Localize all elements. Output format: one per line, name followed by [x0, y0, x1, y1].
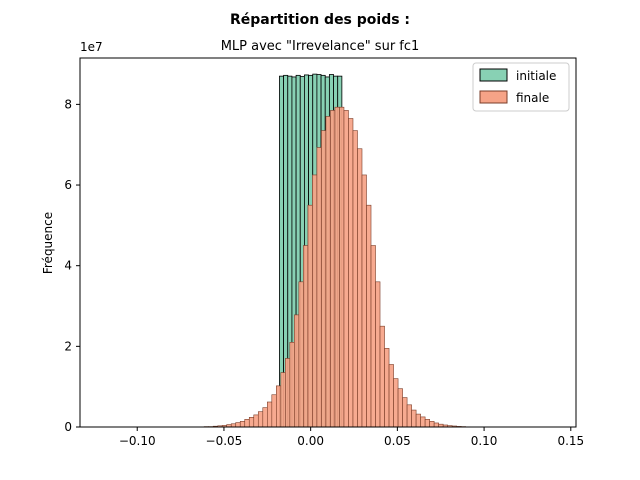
y-tick-label-2: 4 [64, 259, 72, 273]
x-tick-label-2: 0.00 [297, 434, 324, 448]
bar-finale-46 [312, 174, 318, 428]
bar-finale-33 [253, 414, 259, 428]
bar-finale-57 [361, 174, 367, 428]
bar-finale-48 [321, 130, 327, 428]
bar-finale-52 [339, 106, 345, 428]
bar-finale-72 [429, 421, 435, 428]
bar-finale-32 [248, 417, 255, 428]
legend-label-initiale: initiale [516, 69, 556, 83]
bar-finale-61 [379, 325, 385, 428]
bar-finale-62 [384, 348, 390, 428]
bar-finale-55 [352, 130, 358, 428]
x-tick-label-1: −0.05 [206, 434, 243, 448]
y-offset-label: 1e7 [80, 40, 103, 54]
bar-finale-73 [433, 422, 439, 428]
bar-finale-42 [294, 314, 300, 428]
bar-finale-31 [244, 419, 250, 428]
chart-title: MLP avec "Irrevelance" sur fc1 [221, 39, 420, 54]
bar-finale-63 [388, 364, 394, 428]
bar-finale-38 [276, 385, 282, 428]
y-tick-label-3: 6 [64, 178, 72, 192]
bar-finale-71 [424, 419, 430, 428]
bar-finale-50 [330, 110, 336, 428]
bar-finale-35 [262, 407, 268, 428]
x-tick-label-0: −0.10 [119, 434, 156, 448]
legend: initiale finale [472, 62, 570, 112]
bar-finale-58 [366, 204, 372, 428]
bar-finale-30 [239, 421, 246, 428]
bar-finale-44 [303, 245, 309, 428]
x-tick-label-3: 0.05 [384, 434, 411, 448]
axes-frame [79, 57, 577, 428]
bar-finale-40 [285, 358, 291, 428]
bar-finale-67 [406, 404, 412, 428]
x-tick-label-5: 0.15 [557, 434, 584, 448]
legend-swatch-initiale [479, 68, 508, 82]
bar-finale-65 [397, 388, 403, 428]
bar-finale-47 [316, 147, 322, 428]
legend-label-finale: finale [516, 91, 549, 105]
y-axis: 0 2 4 6 8 [64, 97, 80, 434]
bar-finale-34 [257, 411, 264, 428]
bar-finale-54 [348, 118, 354, 428]
bar-finale-51 [334, 106, 340, 428]
bar-finale-68 [411, 409, 417, 428]
bar-finale-29 [235, 422, 241, 428]
y-tick-label-0: 0 [64, 420, 72, 434]
y-tick-label-4: 8 [64, 97, 72, 111]
bar-finale-59 [370, 245, 376, 428]
y-axis-label: Fréquence [41, 212, 55, 274]
x-axis: −0.10 −0.05 0.00 0.05 0.10 0.15 [119, 427, 584, 448]
bar-finale-69 [415, 413, 421, 428]
bar-finale-66 [402, 397, 408, 428]
bar-finale-56 [357, 148, 363, 428]
bar-finale-53 [343, 110, 349, 428]
legend-swatch-finale [479, 90, 508, 104]
bar-finale-41 [289, 342, 295, 428]
bar-finale-45 [307, 204, 313, 428]
bar-finale-43 [298, 281, 304, 428]
bar-finale-49 [325, 116, 331, 428]
bar-finale-70 [420, 416, 426, 428]
chart-suptitle: Répartition des poids : [230, 12, 410, 28]
bar-finale-36 [267, 401, 273, 428]
bar-finale-60 [375, 281, 381, 428]
x-tick-label-4: 0.10 [471, 434, 498, 448]
bar-finale-37 [271, 394, 277, 428]
bar-finale-39 [280, 372, 286, 428]
bar-finale-64 [393, 378, 399, 428]
y-tick-label-1: 2 [64, 339, 72, 353]
